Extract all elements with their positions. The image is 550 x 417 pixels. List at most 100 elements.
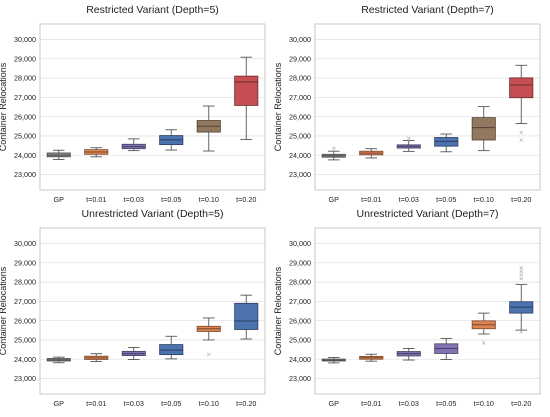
box-t=0.03 [396, 136, 421, 152]
outlier-point [331, 146, 336, 151]
x-tick-label: t=0.20 [511, 399, 531, 408]
y-tick-label: 26,000 [14, 112, 36, 121]
box-t=0.10 [471, 312, 496, 345]
y-tick-label: 25,000 [14, 132, 36, 141]
x-tick-label: t=0.03 [124, 195, 144, 204]
x-tick-label: t=0.03 [399, 195, 419, 204]
x-tick-label: GP [54, 399, 65, 408]
y-tick-label: 26,000 [14, 316, 36, 325]
y-tick-label: 27,000 [289, 297, 311, 306]
x-tick-label: t=0.10 [199, 195, 219, 204]
x-tick-label: t=0.05 [161, 399, 181, 408]
box-t=0.03 [121, 347, 146, 360]
box-t=0.20 [234, 56, 259, 140]
y-tick-label: 30,000 [289, 35, 311, 44]
x-tick-label: t=0.20 [511, 195, 531, 204]
panel-title: Unrestricted Variant (Depth=5) [82, 208, 224, 220]
y-tick-label: 25,000 [289, 336, 311, 345]
y-tick-label: 24,000 [289, 151, 311, 160]
box-t=0.10 [196, 105, 221, 152]
box-t=0.05 [434, 337, 459, 360]
panel-title: Unrestricted Variant (Depth=7) [357, 208, 499, 220]
y-tick-label: 23,000 [289, 170, 311, 179]
x-tick-label: t=0.01 [86, 399, 106, 408]
panel-4: Unrestricted Variant (Depth=7) Container … [273, 208, 541, 408]
box-GP [321, 146, 346, 161]
y-tick-label: 28,000 [14, 74, 36, 83]
box-t=0.10 [471, 106, 496, 152]
box-t=0.01 [84, 147, 109, 158]
box-t=0.20 [509, 266, 534, 334]
plot-frame [39, 227, 266, 395]
y-tick-label: 30,000 [289, 239, 311, 248]
x-tick-label: t=0.03 [124, 399, 144, 408]
y-tick-label: 28,000 [289, 74, 311, 83]
x-tick-label: t=0.20 [236, 195, 256, 204]
y-tick-label: 28,000 [289, 278, 311, 287]
y-tick-label: 29,000 [14, 258, 36, 267]
y-tick-label: 26,000 [289, 316, 311, 325]
x-tick-label: t=0.10 [199, 399, 219, 408]
iqr-box [234, 302, 259, 330]
box-t=0.01 [359, 148, 384, 159]
y-tick-label: 30,000 [14, 239, 36, 248]
x-tick-label: GP [54, 195, 65, 204]
box-t=0.03 [121, 138, 146, 152]
x-tick-label: t=0.01 [361, 399, 381, 408]
x-tick-label: t=0.03 [399, 399, 419, 408]
x-tick-label: t=0.05 [436, 399, 456, 408]
y-tick-label: 23,000 [14, 374, 36, 383]
y-axis-label: Container Relocations [273, 266, 283, 355]
panel-title: Restricted Variant (Depth=5) [86, 4, 219, 16]
outlier-point [206, 352, 211, 357]
x-tick-label: t=0.10 [474, 195, 494, 204]
box-t=0.05 [159, 129, 184, 151]
outlier-point [406, 136, 411, 141]
y-axis-label: Container Relocations [0, 62, 8, 151]
y-tick-label: 27,000 [14, 297, 36, 306]
outlier-point [519, 130, 524, 135]
y-tick-label: 24,000 [14, 355, 36, 364]
box-t=0.20 [509, 64, 534, 142]
y-tick-label: 25,000 [289, 132, 311, 141]
panel-3: Unrestricted Variant (Depth=5) Container … [0, 208, 266, 408]
iqr-box [159, 344, 184, 356]
iqr-box [234, 75, 259, 106]
x-tick-label: t=0.20 [236, 399, 256, 408]
y-tick-label: 24,000 [289, 355, 311, 364]
outlier-point [519, 276, 524, 281]
y-tick-label: 27,000 [289, 93, 311, 102]
panel-1: Restricted Variant (Depth=5) Container Re… [0, 4, 266, 204]
box-GP [321, 357, 346, 364]
plot-frame [314, 23, 541, 191]
x-tick-label: t=0.05 [161, 195, 181, 204]
y-tick-label: 25,000 [14, 336, 36, 345]
y-tick-label: 24,000 [14, 151, 36, 160]
y-axis-label: Container Relocations [273, 62, 283, 151]
outlier-point [481, 341, 486, 345]
outlier-point [519, 266, 524, 270]
outlier-point [519, 272, 524, 277]
outlier-point [519, 269, 524, 274]
box-t=0.01 [359, 353, 384, 362]
iqr-box [509, 77, 534, 99]
box-t=0.20 [234, 294, 259, 340]
box-t=0.05 [434, 133, 459, 153]
outlier-point [519, 329, 524, 334]
y-tick-label: 26,000 [289, 112, 311, 121]
y-tick-label: 29,000 [14, 54, 36, 63]
x-tick-label: t=0.01 [361, 195, 381, 204]
y-tick-label: 23,000 [14, 170, 36, 179]
x-tick-label: t=0.05 [436, 195, 456, 204]
x-tick-label: t=0.10 [474, 399, 494, 408]
iqr-box [471, 117, 496, 141]
y-tick-label: 30,000 [14, 35, 36, 44]
box-t=0.10 [196, 317, 221, 357]
box-GP [46, 356, 71, 364]
y-tick-label: 29,000 [289, 258, 311, 267]
y-tick-label: 27,000 [14, 93, 36, 102]
plot-frame [314, 227, 541, 395]
x-tick-label: t=0.01 [86, 195, 106, 204]
